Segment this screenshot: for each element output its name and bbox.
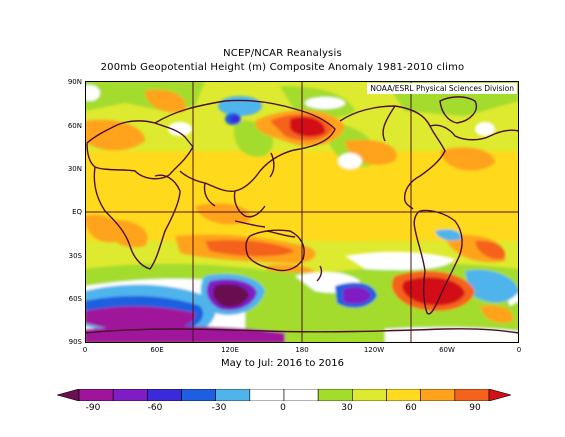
lon-label-0-left: 0 bbox=[82, 346, 88, 354]
lon-label-120e: 120E bbox=[221, 346, 239, 354]
period-label: May to Jul: 2016 to 2016 bbox=[221, 358, 344, 369]
colorbar-cell bbox=[215, 389, 251, 401]
map-border bbox=[85, 81, 519, 343]
colorbar-arrow-left bbox=[57, 389, 80, 401]
colorbar-label-minus60: -60 bbox=[147, 403, 163, 413]
colorbar-cell bbox=[78, 389, 114, 401]
title-line-1: NCEP/NCAR Reanalysis bbox=[223, 48, 342, 59]
anomaly-map-svg bbox=[85, 81, 519, 343]
lon-label-120w: 120W bbox=[363, 346, 385, 354]
colorbar-cell bbox=[420, 389, 456, 401]
colorbar-cell bbox=[147, 389, 182, 401]
lon-label-0-right: 0 bbox=[516, 346, 522, 354]
colorbar-label-minus90: -90 bbox=[85, 403, 101, 413]
colorbar-label-30: 30 bbox=[341, 403, 353, 413]
lat-label-30s: 30S bbox=[68, 252, 82, 260]
colorbar-label-minus30: -30 bbox=[211, 403, 227, 413]
lat-label-90n: 90N bbox=[67, 78, 82, 86]
colorbar-arrow-right bbox=[488, 389, 511, 401]
colorbar-label-90: 90 bbox=[469, 403, 481, 413]
colorbar-label-60: 60 bbox=[405, 403, 417, 413]
colorbar-cell bbox=[317, 389, 353, 401]
colorbar-cell bbox=[249, 389, 285, 401]
colorbar-cell bbox=[181, 389, 216, 401]
graticule bbox=[85, 81, 519, 343]
colorbar-cell bbox=[386, 389, 421, 401]
lon-label-60e: 60E bbox=[150, 346, 164, 354]
lon-label-180: 180 bbox=[295, 346, 309, 354]
colorbar-cell bbox=[352, 389, 387, 401]
colorbar-label-0: 0 bbox=[280, 403, 286, 413]
lon-label-60w: 60W bbox=[439, 346, 455, 354]
credit-label: NOAA/ESRL Physical Sciences Division bbox=[367, 83, 517, 94]
colorbar bbox=[57, 389, 511, 401]
anomaly-map: NOAA/ESRL Physical Sciences Division bbox=[85, 81, 519, 343]
coastlines bbox=[85, 96, 519, 334]
lat-label-60n: 60N bbox=[67, 122, 82, 130]
title-line-2: 200mb Geopotential Height (m) Composite … bbox=[100, 62, 465, 73]
lat-label-60s: 60S bbox=[68, 295, 82, 303]
colorbar-cells bbox=[57, 389, 511, 401]
colorbar-cell bbox=[454, 389, 490, 401]
colorbar-cell bbox=[283, 389, 319, 401]
colorbar-cell bbox=[112, 389, 148, 401]
lat-label-eq: EQ bbox=[72, 208, 82, 216]
lat-label-90s: 90S bbox=[68, 338, 82, 346]
lat-label-30n: 30N bbox=[67, 165, 82, 173]
